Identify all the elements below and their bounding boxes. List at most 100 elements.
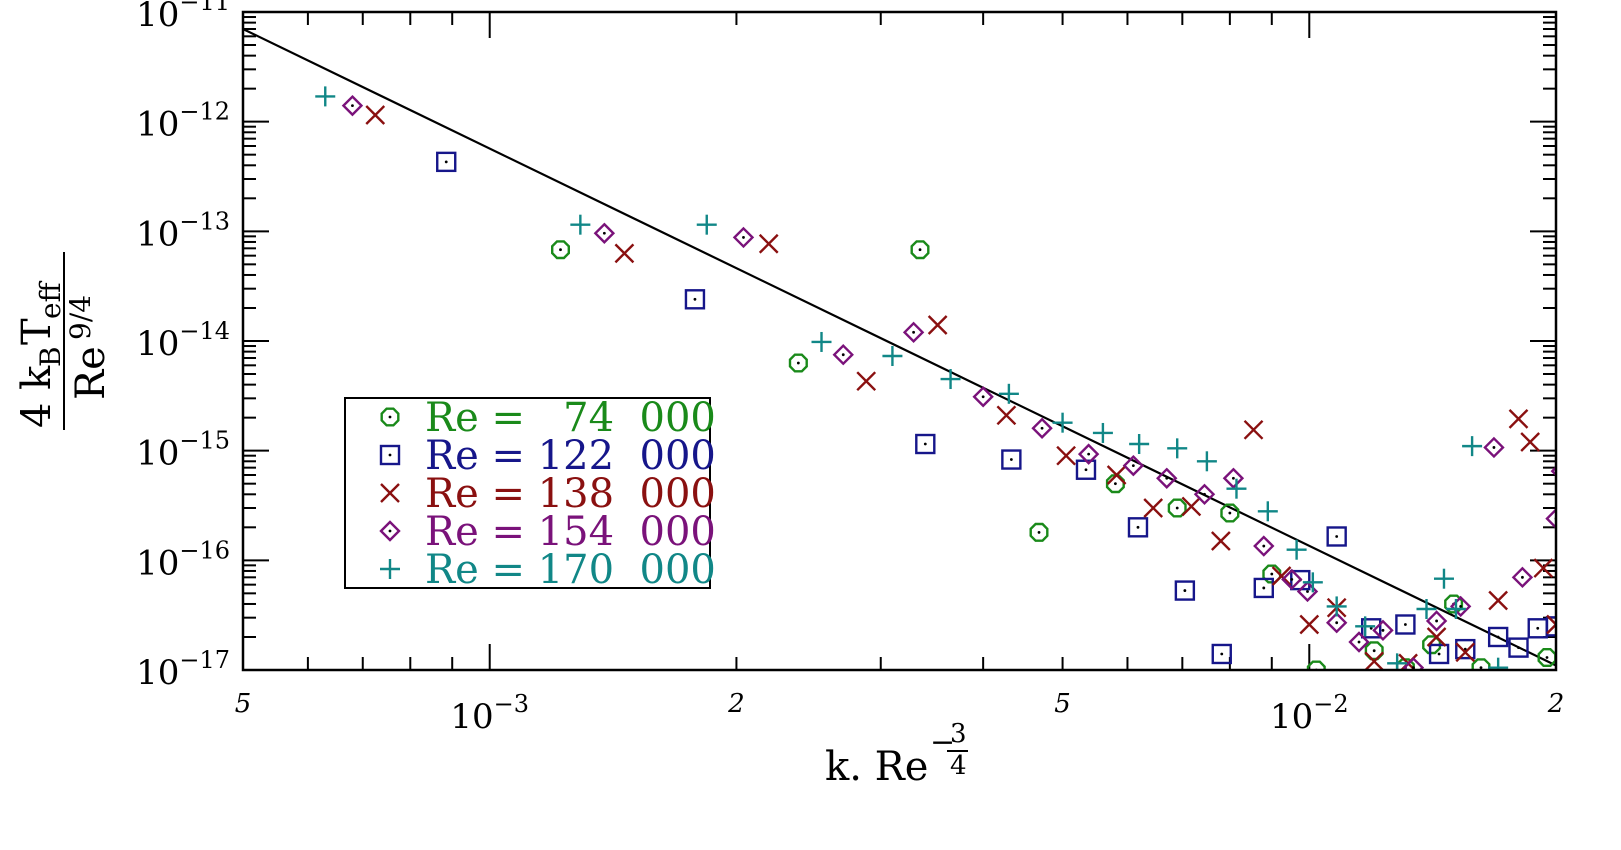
data-point-series-4	[1511, 566, 1534, 589]
x-axis-ticks: 5 10−3 2 5 10−2 2	[235, 12, 1565, 737]
data-point-series-3	[365, 105, 386, 125]
data-point-series-5	[1092, 422, 1113, 443]
data-point-series-4	[1222, 467, 1245, 489]
data-point-series-4	[1325, 611, 1348, 634]
data-point-series-2	[1075, 459, 1097, 480]
data-point-series-2	[1508, 637, 1529, 658]
y-axis-title-k-sub: B	[34, 346, 67, 367]
data-point-series-4	[902, 321, 925, 344]
legend-marker-series-3	[380, 483, 400, 503]
data-point-series-2	[1361, 618, 1382, 639]
data-point-series-2	[1527, 618, 1548, 639]
data-point-series-4	[1281, 568, 1303, 591]
legend-box	[344, 397, 711, 589]
data-point-series-4	[832, 344, 854, 366]
x-axis-title-exponent-den: 4	[950, 751, 967, 781]
data-point-series-4	[1031, 417, 1053, 439]
data-point-series-2	[1395, 614, 1416, 635]
fit-line-layer	[243, 27, 1556, 667]
data-points-layer	[315, 86, 1556, 670]
data-point-series-4	[1193, 483, 1216, 506]
data-point-series-5	[1355, 616, 1376, 637]
data-point-series-3	[856, 371, 877, 392]
data-point-series-1	[1537, 648, 1556, 667]
data-point-series-3	[1533, 558, 1554, 578]
data-point-series-2	[1455, 638, 1476, 660]
x-axis-title-exponent-num: 3	[950, 719, 967, 749]
data-point-series-4	[1253, 535, 1275, 557]
data-point-series-2	[1487, 626, 1509, 648]
data-point-series-5	[1196, 451, 1217, 472]
data-point-series-2	[684, 289, 706, 310]
data-point-series-4	[732, 226, 755, 249]
data-point-series-1	[1167, 498, 1187, 518]
data-point-series-3	[1143, 498, 1164, 518]
data-point-series-2	[915, 433, 936, 455]
y-tick-label: 10−13	[136, 207, 230, 254]
data-point-series-5	[696, 214, 717, 235]
data-point-series-5	[940, 369, 961, 390]
data-point-series-2	[1127, 517, 1149, 538]
x-axis-title: k. Re − 3 4	[825, 719, 968, 790]
data-point-series-1	[910, 240, 930, 260]
legend-marker-series-5	[380, 559, 400, 579]
y-tick-label: 10−11	[136, 0, 230, 35]
data-point-series-4	[1156, 467, 1178, 489]
data-point-series-5	[1387, 653, 1408, 670]
data-point-series-3	[1426, 627, 1447, 647]
data-point-series-5	[1052, 412, 1073, 433]
data-point-series-3	[758, 233, 779, 254]
data-point-series-4	[1372, 619, 1394, 642]
y-axis-title-denominator-sup: 9/4	[64, 295, 97, 340]
y-axis-title-k: k	[14, 365, 60, 390]
y-tick-label: 10−12	[136, 98, 230, 145]
data-point-series-5	[1302, 572, 1323, 593]
legend-label-series-4: Re = 154 000	[425, 509, 716, 555]
x-tick-label: 10−2	[1270, 690, 1349, 737]
plot-frame	[241, 10, 1558, 672]
data-point-series-3	[1455, 642, 1476, 663]
x-tick-label: 5	[235, 689, 252, 719]
y-axis-ticks: 10−11 10−12 10−13 10−14 10−15 10−16 10−17	[136, 0, 1556, 693]
x-axis-title-base: k. Re	[825, 744, 928, 790]
y-axis-title-coef: 4	[14, 403, 60, 428]
data-point-series-3	[1181, 496, 1202, 517]
legend-label-series-3: Re = 138 000	[425, 471, 716, 517]
y-axis-title-denominator: Re	[68, 346, 114, 400]
data-point-series-3	[1056, 445, 1076, 466]
data-point-series-2	[436, 151, 457, 173]
data-point-series-5	[1226, 478, 1247, 499]
data-point-series-4	[1122, 454, 1145, 477]
y-tick-label: 10−16	[136, 536, 230, 583]
x-tick-label: 2	[727, 689, 745, 719]
data-point-series-3	[1243, 419, 1264, 440]
data-point-series-3	[1520, 432, 1541, 452]
y-axis-title-t-sub: eff	[34, 280, 67, 319]
x-tick-label: 2	[1547, 689, 1565, 719]
legend-marker-series-4	[379, 520, 401, 542]
data-point-series-4	[1425, 610, 1448, 632]
legend-label-series-2: Re = 122 000	[425, 433, 716, 479]
data-point-series-2	[1174, 580, 1196, 601]
x-tick-label: 10−3	[450, 690, 529, 737]
data-point-series-2	[1001, 449, 1022, 470]
data-point-series-5	[882, 345, 903, 366]
data-point-series-1	[1220, 503, 1240, 523]
data-point-series-1	[551, 240, 570, 260]
data-point-series-1	[1029, 522, 1049, 542]
data-point-series-5	[998, 383, 1019, 404]
data-point-series-5	[1488, 657, 1509, 670]
data-point-series-1	[1471, 658, 1491, 670]
data-point-series-5	[1167, 438, 1188, 459]
data-point-series-5	[570, 214, 591, 235]
data-point-series-2	[1253, 577, 1274, 599]
legend-label-series-5: Re = 170 000	[425, 547, 716, 593]
data-point-series-3	[1508, 409, 1529, 429]
data-point-series-5	[1257, 501, 1278, 522]
data-point-series-5	[1433, 568, 1454, 589]
data-point-series-3	[1271, 566, 1292, 586]
data-point-series-5	[1286, 539, 1307, 560]
data-point-series-3	[1106, 465, 1127, 485]
data-point-series-4	[1449, 595, 1472, 618]
